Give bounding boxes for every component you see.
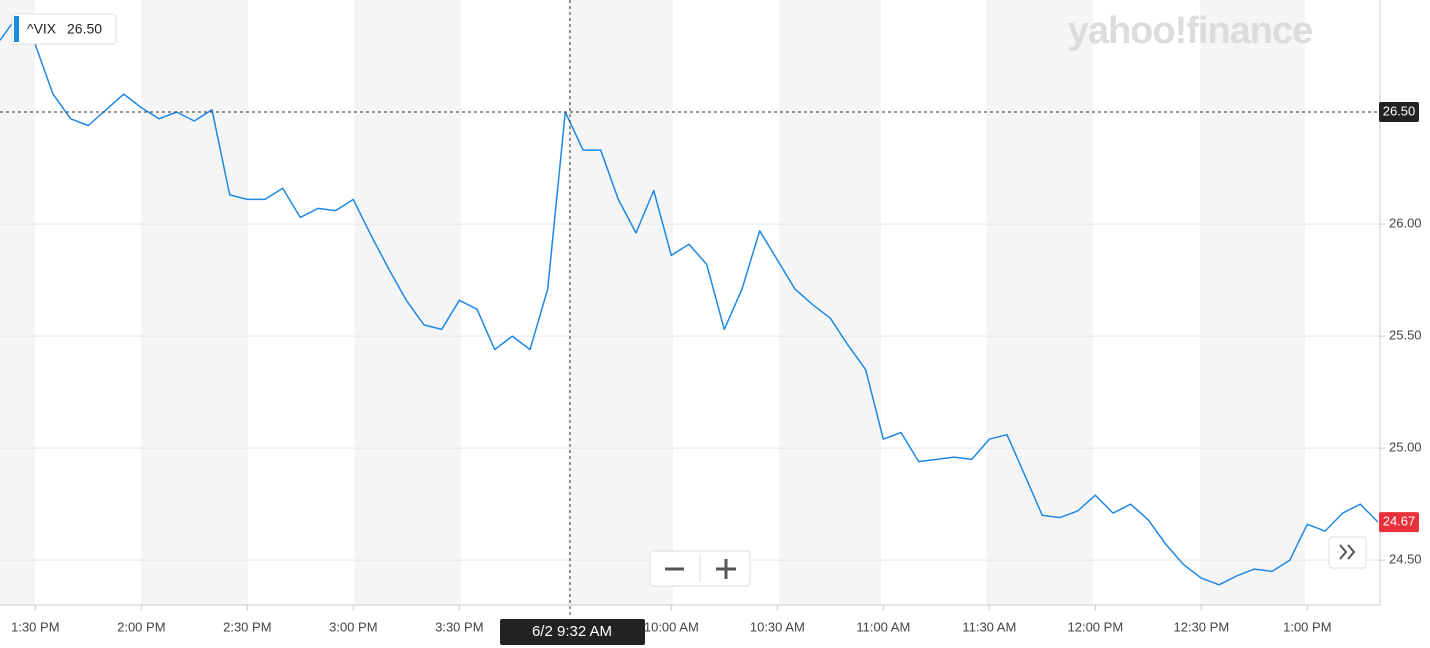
x-tick-label: 3:00 PM (329, 619, 377, 634)
x-tick-label: 3:30 PM (435, 619, 483, 634)
time-band (986, 0, 1093, 605)
legend-name: ^VIX (27, 21, 57, 37)
x-tick-label: 1:30 PM (11, 619, 59, 634)
time-band (0, 0, 35, 605)
x-tick-label: 10:00 AM (644, 619, 699, 634)
scroll-icon[interactable] (1347, 544, 1356, 560)
grid (0, 223, 1385, 611)
crosshair-value-label: 26.50 (1383, 103, 1416, 118)
brand-logo: yahoo!finance (1068, 10, 1313, 52)
x-tick-label: 10:30 AM (750, 619, 805, 634)
badge-box (11, 13, 117, 45)
crosshair-time-label: 6/2 9:32 AM (500, 619, 645, 645)
last-price-label: 24.67 (1383, 514, 1416, 529)
last-price-box (1379, 512, 1419, 533)
time-band (141, 0, 248, 605)
scroll-box[interactable] (1328, 536, 1367, 569)
y-tick-label: 25.00 (1389, 440, 1422, 455)
x-tick-label: 1:00 PM (1283, 619, 1331, 634)
scroll-icon[interactable] (1339, 544, 1348, 560)
background-bands (0, 0, 1305, 605)
scroll-button[interactable] (1328, 536, 1367, 569)
legend-value: 26.50 (67, 21, 102, 37)
x-tick-label: 12:30 PM (1174, 619, 1230, 634)
badge-color (14, 16, 19, 42)
y-tick-label: 26.00 (1389, 216, 1422, 231)
x-tick-label: 12:00 PM (1068, 619, 1124, 634)
time-band (568, 0, 673, 605)
plot (0, 14, 1379, 586)
crosshair-time: 6/2 9:32 AM (532, 623, 612, 640)
x-tick-label: 2:00 PM (117, 619, 165, 634)
y-tick-label: 24.50 (1389, 552, 1422, 567)
crosshair-value-box (1379, 102, 1419, 123)
x-tick-label: 11:00 AM (856, 619, 910, 634)
time-band (1200, 0, 1305, 605)
time-band (779, 0, 881, 605)
y-tick-label: 25.50 (1389, 328, 1422, 343)
crosshair-time-box (500, 619, 645, 645)
x-tick-label: 2:30 PM (223, 619, 271, 634)
price-line (0, 14, 1379, 586)
x-tick-label: 11:30 AM (962, 619, 1016, 634)
zoom-controls (649, 550, 751, 587)
legend-badge: ^VIX 26.50 (11, 13, 117, 45)
